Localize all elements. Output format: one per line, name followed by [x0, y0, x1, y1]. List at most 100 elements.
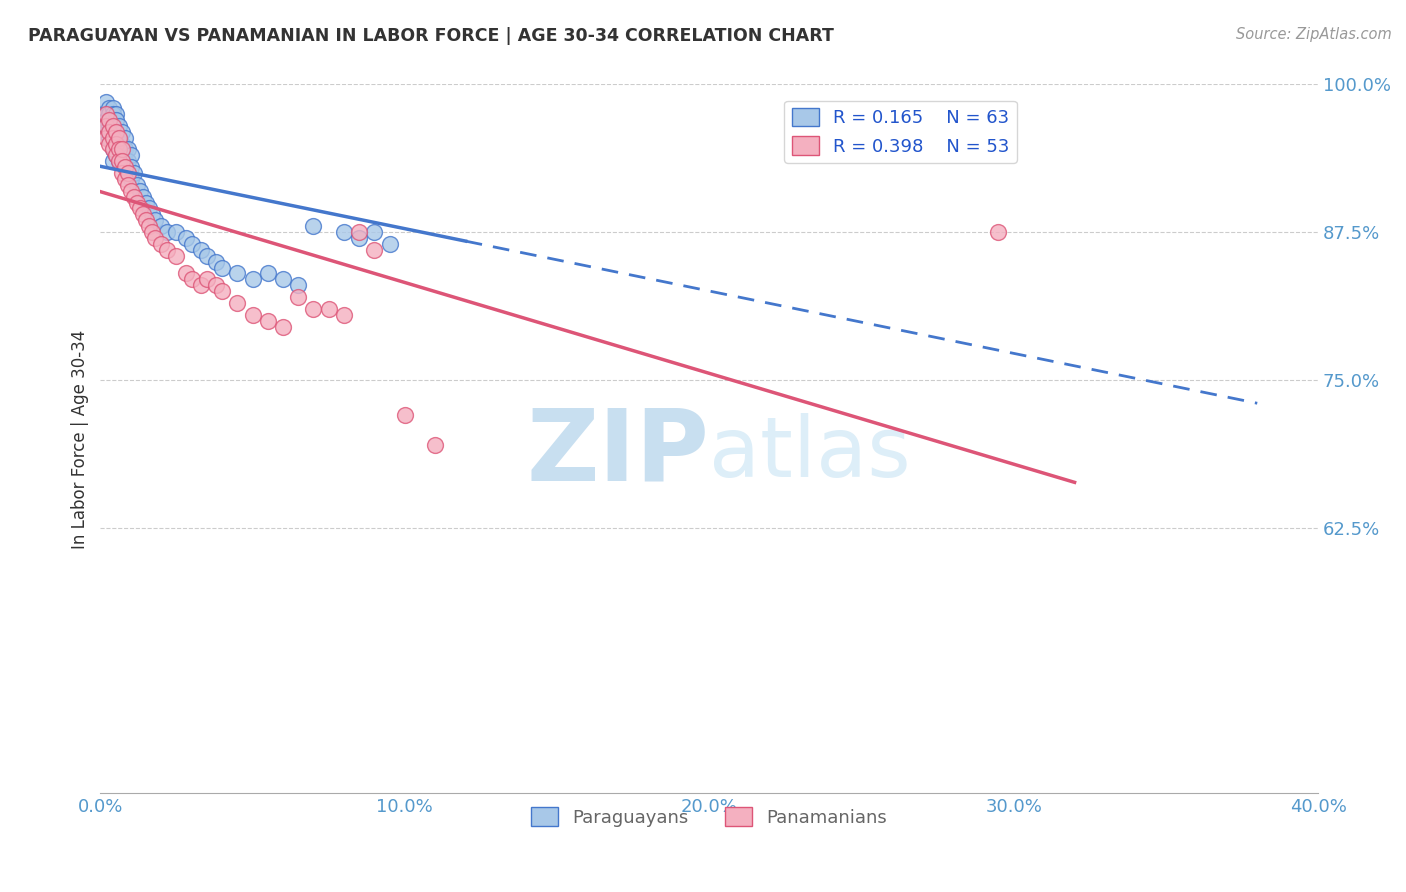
- Point: [195, 249, 218, 263]
- Point: [242, 308, 264, 322]
- Point: [318, 301, 340, 316]
- Point: [122, 189, 145, 203]
- Point: [98, 130, 121, 145]
- Point: [378, 236, 401, 251]
- Point: [271, 272, 294, 286]
- Point: [129, 184, 152, 198]
- Point: [141, 207, 163, 221]
- Point: [120, 148, 142, 162]
- Point: [114, 160, 136, 174]
- Point: [107, 130, 129, 145]
- Point: [302, 219, 325, 234]
- Point: [132, 189, 155, 203]
- Point: [347, 231, 370, 245]
- Point: [101, 130, 124, 145]
- Point: [256, 267, 278, 281]
- Point: [156, 225, 179, 239]
- Point: [104, 107, 127, 121]
- Point: [104, 112, 127, 127]
- Point: [150, 219, 173, 234]
- Point: [302, 301, 325, 316]
- Point: [101, 154, 124, 169]
- Point: [242, 272, 264, 286]
- Point: [101, 143, 124, 157]
- Point: [135, 195, 157, 210]
- Point: [104, 136, 127, 151]
- Point: [150, 236, 173, 251]
- Point: [141, 225, 163, 239]
- Point: [138, 219, 160, 234]
- Point: [166, 225, 188, 239]
- Point: [96, 112, 118, 127]
- Point: [98, 125, 121, 139]
- Point: [117, 178, 139, 192]
- Point: [287, 278, 309, 293]
- Point: [111, 143, 134, 157]
- Point: [107, 154, 129, 169]
- Point: [211, 284, 233, 298]
- Point: [120, 160, 142, 174]
- Point: [107, 130, 129, 145]
- Point: [101, 119, 124, 133]
- Point: [104, 125, 127, 139]
- Point: [271, 319, 294, 334]
- Legend: Paraguayans, Panamanians: Paraguayans, Panamanians: [524, 800, 894, 834]
- Point: [174, 231, 197, 245]
- Point: [107, 119, 129, 133]
- Point: [132, 207, 155, 221]
- Point: [120, 184, 142, 198]
- Point: [111, 154, 134, 169]
- Text: atlas: atlas: [709, 413, 911, 493]
- Point: [111, 125, 134, 139]
- Point: [96, 130, 118, 145]
- Point: [122, 166, 145, 180]
- Point: [143, 213, 166, 227]
- Point: [111, 148, 134, 162]
- Point: [425, 438, 447, 452]
- Text: Source: ZipAtlas.com: Source: ZipAtlas.com: [1236, 27, 1392, 42]
- Point: [96, 95, 118, 110]
- Point: [125, 195, 148, 210]
- Point: [143, 231, 166, 245]
- Point: [394, 409, 416, 423]
- Point: [101, 130, 124, 145]
- Point: [96, 107, 118, 121]
- Point: [205, 278, 228, 293]
- Point: [333, 308, 356, 322]
- Point: [98, 125, 121, 139]
- Point: [117, 143, 139, 157]
- Point: [107, 143, 129, 157]
- Point: [98, 119, 121, 133]
- Point: [333, 225, 356, 239]
- Point: [104, 136, 127, 151]
- Point: [287, 290, 309, 304]
- Point: [226, 296, 249, 310]
- Point: [125, 178, 148, 192]
- Point: [363, 243, 385, 257]
- Point: [101, 101, 124, 115]
- Point: [205, 254, 228, 268]
- Point: [135, 213, 157, 227]
- Point: [104, 125, 127, 139]
- Point: [166, 249, 188, 263]
- Point: [987, 225, 1010, 239]
- Point: [190, 278, 212, 293]
- Point: [98, 107, 121, 121]
- Point: [347, 225, 370, 239]
- Point: [120, 172, 142, 186]
- Point: [156, 243, 179, 257]
- Point: [256, 314, 278, 328]
- Point: [96, 119, 118, 133]
- Point: [98, 112, 121, 127]
- Point: [117, 166, 139, 180]
- Point: [101, 119, 124, 133]
- Point: [180, 236, 202, 251]
- Point: [96, 107, 118, 121]
- Point: [111, 166, 134, 180]
- Point: [114, 154, 136, 169]
- Point: [180, 272, 202, 286]
- Point: [226, 267, 249, 281]
- Point: [138, 202, 160, 216]
- Point: [363, 225, 385, 239]
- Point: [114, 172, 136, 186]
